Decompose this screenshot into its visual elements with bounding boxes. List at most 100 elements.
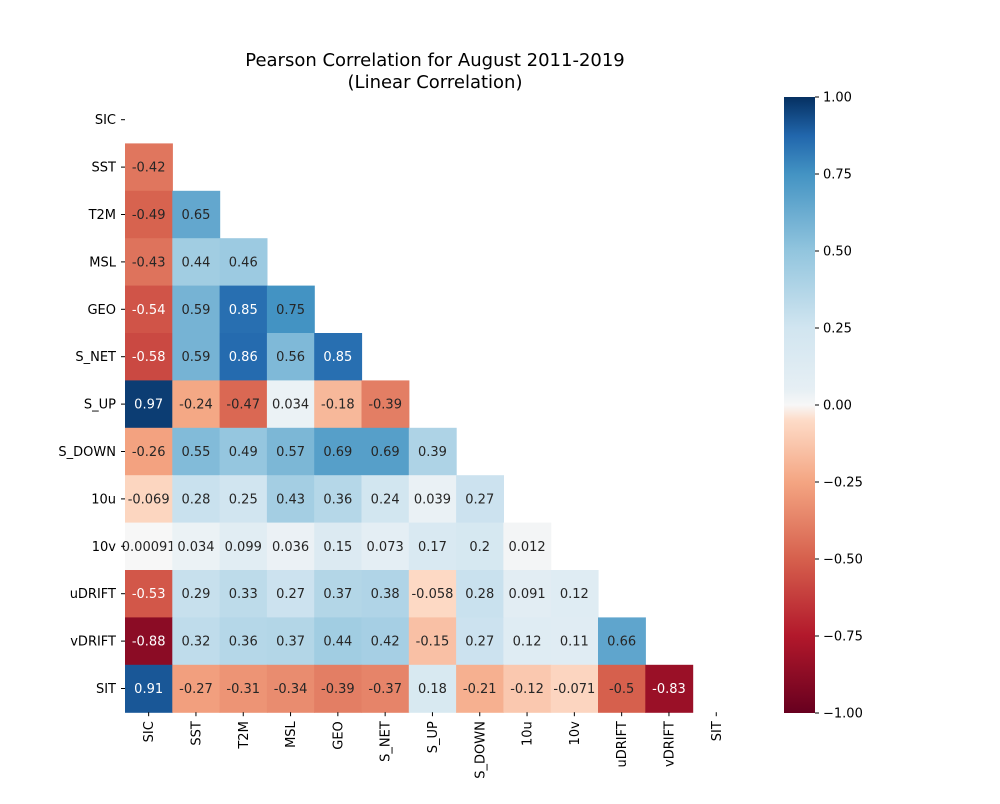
cell-value-label: -0.12 bbox=[510, 682, 544, 697]
heatmap-cell bbox=[266, 427, 315, 476]
heatmap-cell bbox=[361, 475, 410, 524]
x-tick-label: S_DOWN bbox=[473, 721, 488, 779]
cell-value-label: -0.43 bbox=[132, 255, 166, 270]
cell-value-label: 0.49 bbox=[229, 445, 258, 460]
colorbar-tick-label: 0.50 bbox=[823, 245, 852, 260]
x-tick-label: 10u bbox=[521, 721, 536, 746]
heatmap-cell bbox=[598, 617, 646, 666]
colorbar-tick-label: 0.25 bbox=[823, 322, 852, 337]
heatmap-cell bbox=[550, 617, 599, 666]
heatmap-cell bbox=[645, 664, 694, 713]
cell-value-label: 0.33 bbox=[229, 587, 258, 602]
cell-value-label: 0.091 bbox=[508, 587, 545, 602]
heatmap-cell bbox=[266, 522, 315, 571]
heatmap-cell bbox=[266, 333, 315, 381]
cell-value-label: 0.012 bbox=[508, 540, 545, 555]
cell-value-label: -0.18 bbox=[321, 398, 355, 413]
heatmap-cell bbox=[361, 570, 410, 618]
x-tick-label: S_NET bbox=[379, 721, 394, 762]
cell-value-label: 0.43 bbox=[276, 492, 305, 507]
heatmap-cells: -0.42 -0.49 0.65 -0.43 0.44 0.46 -0.54 0.59 0.85… bbox=[122, 143, 694, 713]
cell-value-label: 0.099 bbox=[225, 540, 262, 555]
heatmap-cell bbox=[550, 664, 599, 713]
cell-value-label: -0.24 bbox=[179, 398, 213, 413]
cell-value-label: 0.66 bbox=[607, 635, 636, 650]
cell-value-label: 0.27 bbox=[276, 587, 305, 602]
heatmap-cell bbox=[219, 475, 268, 524]
heatmap-cell bbox=[172, 190, 221, 239]
cell-value-label: 0.27 bbox=[465, 635, 494, 650]
heatmap-cell bbox=[456, 570, 504, 618]
cell-value-label: -0.5 bbox=[609, 682, 634, 697]
cell-value-label: 0.12 bbox=[513, 635, 542, 650]
cell-value-label: 0.37 bbox=[323, 587, 352, 602]
heatmap-cell bbox=[503, 570, 552, 618]
cell-value-label: -0.37 bbox=[368, 682, 402, 697]
heatmap-cell bbox=[266, 664, 315, 713]
heatmap-cell bbox=[172, 238, 221, 287]
heatmap-cell bbox=[314, 380, 363, 429]
heatmap-cell bbox=[408, 522, 457, 571]
heatmap-cell bbox=[125, 380, 173, 429]
heatmap-cell bbox=[266, 617, 315, 666]
y-tick-label: MSL bbox=[89, 255, 116, 270]
heatmap-cell bbox=[361, 427, 410, 476]
heatmap-cell bbox=[314, 570, 363, 618]
cell-value-label: 0.28 bbox=[465, 587, 494, 602]
x-tick-label: vDRIFT bbox=[662, 721, 677, 767]
cell-value-label: 0.034 bbox=[177, 540, 214, 555]
y-tick-label: GEO bbox=[87, 303, 116, 318]
cell-value-label: -0.058 bbox=[411, 587, 453, 602]
heatmap-cell bbox=[172, 333, 221, 381]
cell-value-label: 0.38 bbox=[371, 587, 400, 602]
colorbar-tick-label: 1.00 bbox=[823, 91, 852, 106]
heatmap-cell bbox=[172, 570, 221, 618]
cell-value-label: 0.29 bbox=[181, 587, 210, 602]
heatmap-cell bbox=[219, 522, 268, 571]
cell-value-label: 0.44 bbox=[323, 635, 352, 650]
colorbar-tick-label: −0.50 bbox=[823, 553, 863, 568]
heatmap-cell bbox=[219, 570, 268, 618]
cell-value-label: 0.57 bbox=[276, 445, 305, 460]
y-tick-label: S_DOWN bbox=[58, 445, 116, 460]
cell-value-label: 0.59 bbox=[181, 350, 210, 365]
heatmap-cell bbox=[125, 570, 173, 618]
cell-value-label: -0.26 bbox=[132, 445, 166, 460]
x-tick-label: SIT bbox=[710, 721, 725, 741]
x-tick-label: 10v bbox=[568, 721, 583, 746]
heatmap-cell bbox=[408, 570, 457, 618]
cell-value-label: -0.39 bbox=[368, 398, 402, 413]
chart-subtitle: (Linear Correlation) bbox=[348, 72, 523, 93]
heatmap-cell bbox=[266, 570, 315, 618]
cell-value-label: -0.15 bbox=[416, 635, 450, 650]
chart-title: Pearson Correlation for August 2011-2019 bbox=[245, 50, 625, 71]
y-axis-ticks: SIC SST T2M MSL GEO S_NET S_UP S_DOWN 10u 10v uDRI… bbox=[58, 113, 125, 697]
cell-value-label: 0.28 bbox=[181, 492, 210, 507]
cell-value-label: -0.34 bbox=[274, 682, 308, 697]
heatmap-cell bbox=[456, 522, 504, 571]
y-tick-label: S_UP bbox=[84, 398, 116, 413]
cell-value-label: -0.31 bbox=[226, 682, 260, 697]
heatmap-cell bbox=[408, 427, 457, 476]
cell-value-label: 0.036 bbox=[272, 540, 309, 555]
colorbar-tick-label: −0.25 bbox=[823, 476, 863, 491]
cell-value-label: 0.36 bbox=[229, 635, 258, 650]
x-tick-label: GEO bbox=[331, 721, 346, 750]
colorbar-gradient bbox=[784, 97, 815, 713]
cell-value-label: 0.85 bbox=[229, 303, 258, 318]
cell-value-label: 0.11 bbox=[560, 635, 589, 650]
colorbar: 1.00 0.75 0.50 0.25 0.00 −0.25 −0.50 −0.75 −1.00 bbox=[784, 91, 863, 722]
heatmap-cell bbox=[219, 664, 268, 713]
heatmap-cell bbox=[314, 333, 363, 381]
cell-value-label: 0.69 bbox=[323, 445, 352, 460]
heatmap-cell bbox=[456, 475, 504, 524]
heatmap-cell bbox=[266, 285, 315, 334]
cell-value-label: -0.27 bbox=[179, 682, 213, 697]
heatmap-cell bbox=[125, 238, 173, 287]
cell-value-label: -0.42 bbox=[132, 161, 166, 176]
heatmap-cell bbox=[125, 617, 173, 666]
cell-value-label: -0.83 bbox=[652, 682, 686, 697]
heatmap-cell bbox=[219, 617, 268, 666]
